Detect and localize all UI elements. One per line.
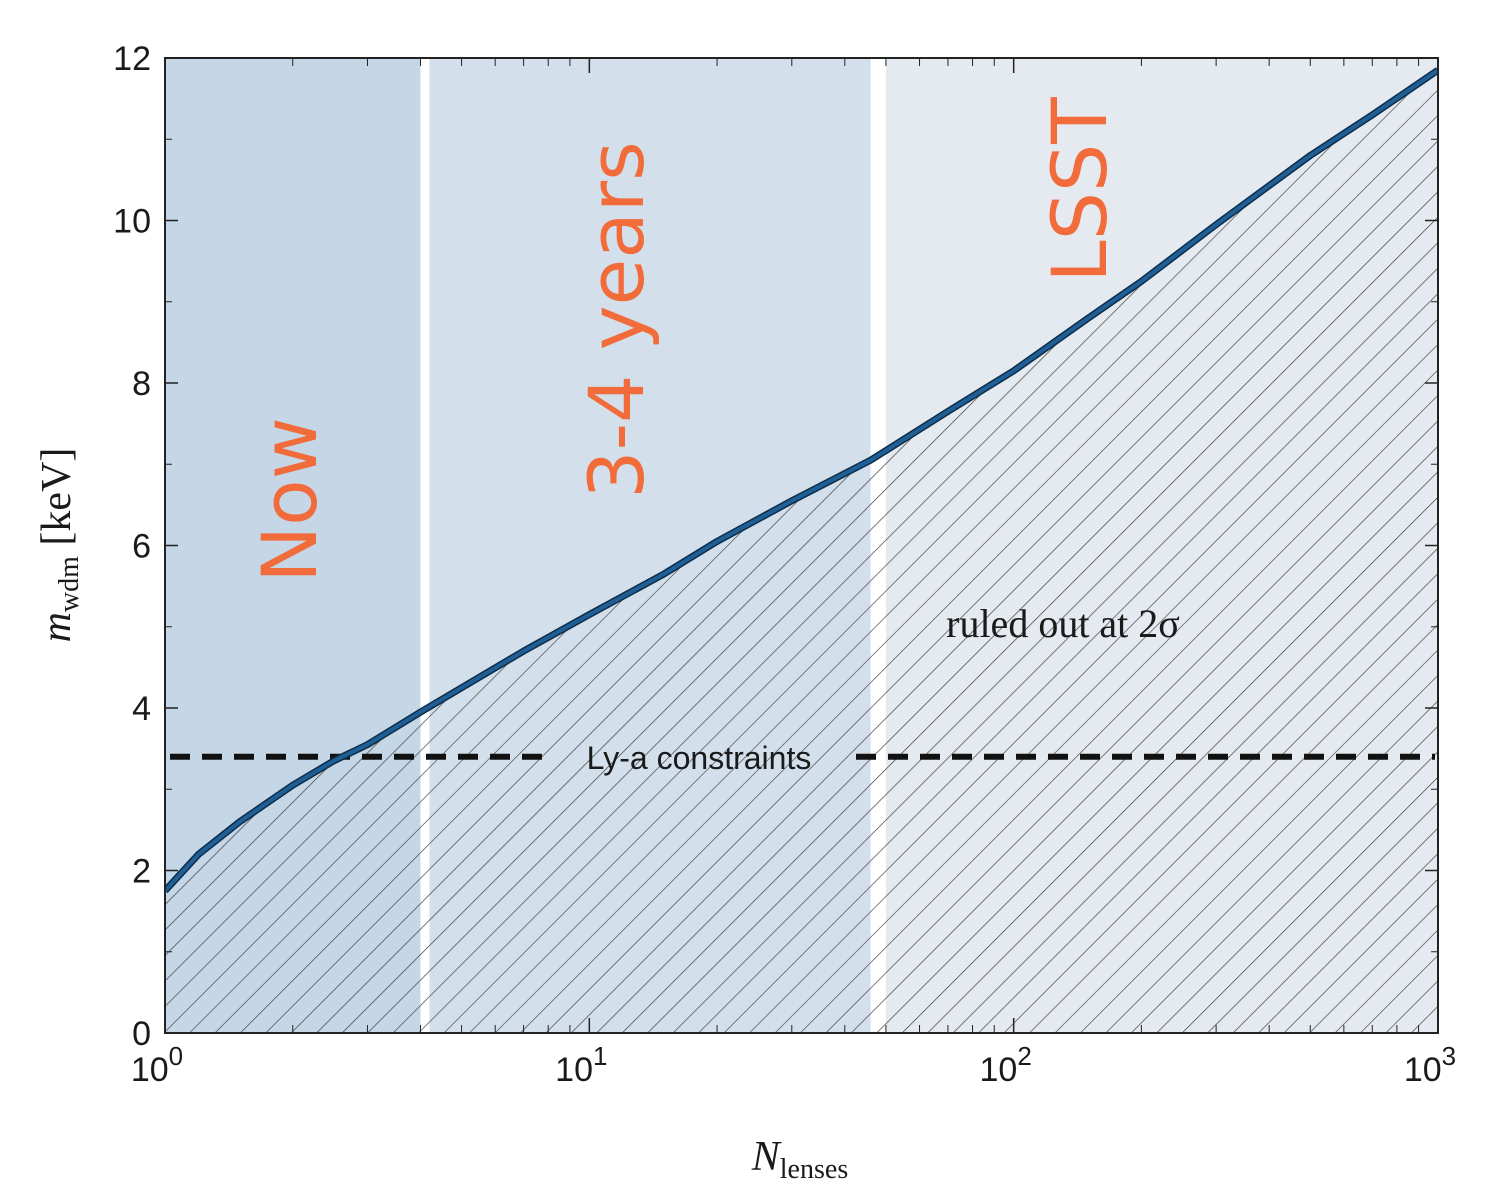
y-tick-label: 6 <box>132 528 151 566</box>
y-tick-label: 8 <box>132 365 151 403</box>
x-tick-base: 10 <box>1404 1051 1442 1089</box>
x-tick-base: 10 <box>555 1051 593 1089</box>
y-axis-symbol: m <box>34 612 80 642</box>
constraint-curve <box>165 68 1438 893</box>
y-tick-label: 10 <box>113 203 151 241</box>
x-tick-label: 103 <box>1404 1041 1456 1089</box>
y-tick-label: 2 <box>132 853 151 891</box>
x-axis-subscript: lenses <box>780 1154 848 1185</box>
x-tick-exp: 0 <box>169 1041 183 1071</box>
x-tick-label: 101 <box>555 1041 607 1089</box>
ruled-out-label: ruled out at 2σ <box>946 601 1180 646</box>
y-tick-label: 0 <box>132 1015 151 1053</box>
y-tick-label: 4 <box>132 690 151 728</box>
y-axis-title: mwdm [keV] <box>34 448 85 643</box>
y-axis-subscript: wdm <box>54 556 85 612</box>
ly-a-label: Ly-a constraints <box>587 740 812 776</box>
ly-a-line-group: Ly-a constraints <box>170 740 1435 776</box>
axis-ticks <box>164 57 1439 1034</box>
x-tick-base: 10 <box>131 1051 169 1089</box>
y-tick-label: 12 <box>113 40 151 78</box>
era-label-0: Now <box>245 417 334 583</box>
era-label-2: LSST <box>1035 97 1124 283</box>
ruled-out-region <box>165 70 1438 1033</box>
x-tick-exp: 2 <box>1017 1041 1031 1071</box>
x-axis-symbol: N <box>751 1134 782 1180</box>
x-tick-label: 102 <box>980 1041 1032 1089</box>
x-tick-exp: 1 <box>593 1041 607 1071</box>
constraint-curve-group <box>165 67 1438 894</box>
ruled-out-hatch <box>165 70 1438 1033</box>
y-axis-unit: [keV] <box>34 448 80 556</box>
x-tick-exp: 3 <box>1442 1041 1456 1071</box>
x-tick-label: 100 <box>131 1041 183 1089</box>
x-axis-title: Nlenses <box>751 1134 848 1185</box>
x-tick-base: 10 <box>980 1051 1018 1089</box>
era-label-1: 3-4 years <box>572 141 661 498</box>
